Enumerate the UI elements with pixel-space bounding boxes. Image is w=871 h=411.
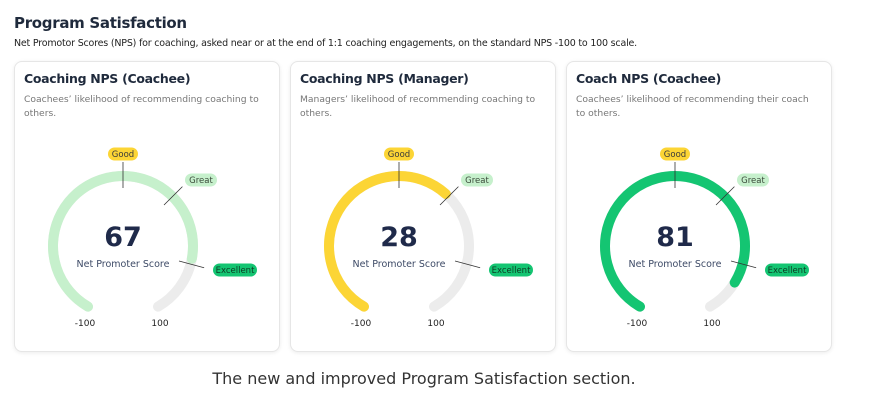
scale-min-label: -100 <box>351 319 372 329</box>
threshold-badge-good <box>108 147 138 161</box>
threshold-badge-good <box>660 147 690 161</box>
card-description: Managers’ likelihood of recommending coa… <box>300 94 536 119</box>
page-subtitle: Net Promotor Scores (NPS) for coaching, … <box>14 38 637 49</box>
nps-value: 28 <box>380 222 418 253</box>
threshold-badge-excellent <box>213 263 257 277</box>
nps-gauge: Good Great Excellent 67 Net Promoter Score -1… <box>48 147 257 329</box>
card-description: Coachees’ likelihood of recommending the… <box>576 94 809 119</box>
nps-label: Net Promoter Score <box>353 259 446 270</box>
nps-gauge: Good Great Excellent 81 Net Promoter Score -1… <box>600 147 809 329</box>
nps-card-coaching-coachee: Coaching NPS (Coachee) Coachees’ likelih… <box>14 61 280 352</box>
threshold-tick-excellent <box>178 260 205 269</box>
threshold-label: Great <box>741 176 765 186</box>
nps-value: 81 <box>656 222 694 253</box>
scale-min-label: -100 <box>627 319 648 329</box>
gauge-fill <box>600 171 750 312</box>
threshold-badge-great <box>461 173 493 187</box>
threshold-label: Great <box>465 176 489 186</box>
threshold-tick-great <box>439 186 459 206</box>
threshold-tick-great <box>163 186 183 206</box>
nps-card-coach-coachee: Coach NPS (Coachee) Coachees’ likelihood… <box>566 61 832 352</box>
scale-max-label: 100 <box>151 319 168 329</box>
threshold-badge-excellent <box>489 263 533 277</box>
card-title: Coaching NPS (Manager) <box>300 71 469 86</box>
nps-value: 67 <box>104 222 142 253</box>
nps-label: Net Promoter Score <box>629 259 722 270</box>
nps-card-coaching-manager: Coaching NPS (Manager) Managers’ likelih… <box>290 61 556 352</box>
page-title: Program Satisfaction <box>14 14 187 32</box>
threshold-badge-excellent <box>765 263 809 277</box>
threshold-label: Great <box>189 176 213 186</box>
threshold-label: Excellent <box>216 266 255 276</box>
nps-label: Net Promoter Score <box>77 259 170 270</box>
threshold-label: Good <box>388 150 410 160</box>
threshold-label: Excellent <box>768 266 807 276</box>
threshold-badge-great <box>737 173 769 187</box>
threshold-label: Good <box>664 150 686 160</box>
scale-max-label: 100 <box>703 319 720 329</box>
threshold-badge-good <box>384 147 414 161</box>
threshold-tick-excellent <box>454 260 481 269</box>
threshold-label: Excellent <box>492 266 531 276</box>
scale-max-label: 100 <box>427 319 444 329</box>
threshold-tick-excellent <box>730 260 757 269</box>
nps-gauge: Good Great Excellent 28 Net Promoter Score -1… <box>324 147 533 329</box>
threshold-badge-great <box>185 173 217 187</box>
gauge-fill <box>324 171 451 312</box>
caption: The new and improved Program Satisfactio… <box>212 369 636 388</box>
card-title: Coach NPS (Coachee) <box>576 71 722 86</box>
card-title: Coaching NPS (Coachee) <box>24 71 191 86</box>
card-description: Coachees’ likelihood of recommending coa… <box>24 94 259 119</box>
threshold-label: Good <box>112 150 134 160</box>
scale-min-label: -100 <box>75 319 96 329</box>
threshold-tick-great <box>715 186 735 206</box>
gauge-fill <box>48 171 198 312</box>
